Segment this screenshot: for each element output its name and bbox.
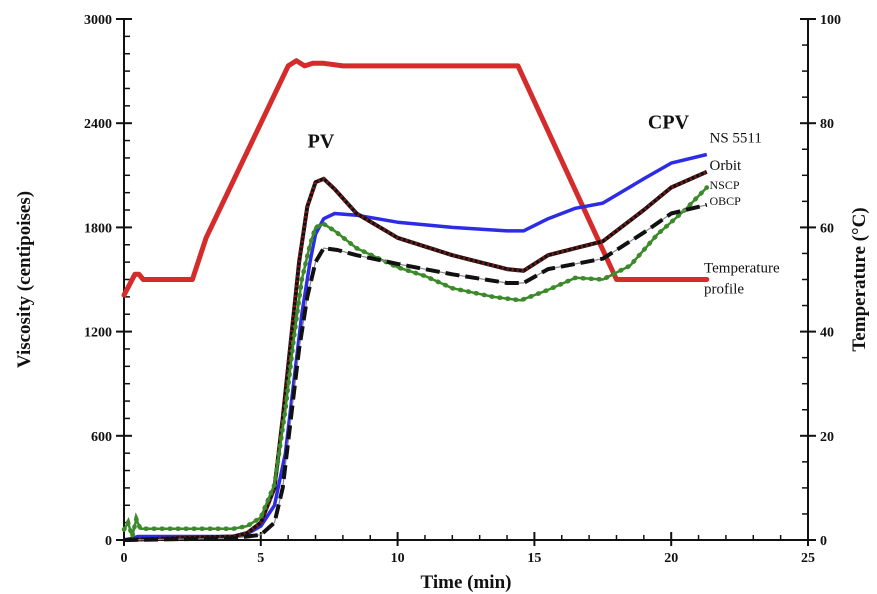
series-label-obcp: OBCP	[710, 194, 742, 208]
series-nscp-line	[122, 186, 708, 538]
left-y-tick-label: 600	[91, 430, 112, 445]
right-y-tick-label: 80	[820, 117, 834, 132]
x-tick-label: 20	[664, 551, 678, 566]
x-tick-label: 0	[121, 551, 128, 566]
left-y-tick-label: 2400	[84, 117, 112, 132]
series-ns-5511-line	[123, 152, 708, 542]
right-y-tick-label: 100	[820, 13, 841, 28]
series-obcp-line	[123, 202, 708, 542]
x-tick-label: 10	[391, 551, 405, 566]
series-label-temperature: Temperature	[704, 261, 780, 277]
right-y-tick-label: 0	[820, 534, 827, 549]
series-obcp-line-base	[123, 204, 707, 541]
right-y-tick-label: 20	[820, 430, 834, 445]
series-label-nscp: NSCP	[710, 178, 740, 192]
series-layer	[121, 58, 710, 546]
annotation-cpv: CPV	[648, 111, 690, 133]
x-tick-label: 25	[801, 551, 815, 566]
left-y-tick-label: 1200	[84, 326, 112, 341]
x-tick-label: 5	[257, 551, 264, 566]
series-nscp-markers	[121, 185, 710, 546]
labels-layer: PV CPV NS 5511 Orbit NSCP OBCP Temperature prof…	[308, 111, 780, 297]
axes-layer: 0 600 1200 1800 2400 3000 0 20 40 60 80 100 0 5 10 15 20…	[84, 13, 841, 566]
left-y-tick-label: 0	[105, 534, 112, 549]
x-axis-title: Time (min)	[421, 572, 512, 593]
series-label-orbit: Orbit	[710, 158, 742, 174]
right-y-tick-label: 40	[820, 326, 834, 341]
annotation-pv: PV	[308, 131, 335, 153]
series-label-ns-5511: NS 5511	[710, 130, 762, 146]
series-label-profile: profile	[704, 281, 744, 297]
right-y-axis-title: Temperature (°C)	[849, 207, 870, 351]
left-y-axis-title: Viscosity (centipoises)	[14, 191, 35, 368]
right-y-tick-label: 60	[820, 221, 834, 236]
series-temperature-profile-line	[121, 58, 710, 298]
x-tick-label: 15	[527, 551, 541, 566]
left-y-tick-label: 1800	[84, 221, 112, 236]
left-y-tick-label: 3000	[84, 13, 112, 28]
